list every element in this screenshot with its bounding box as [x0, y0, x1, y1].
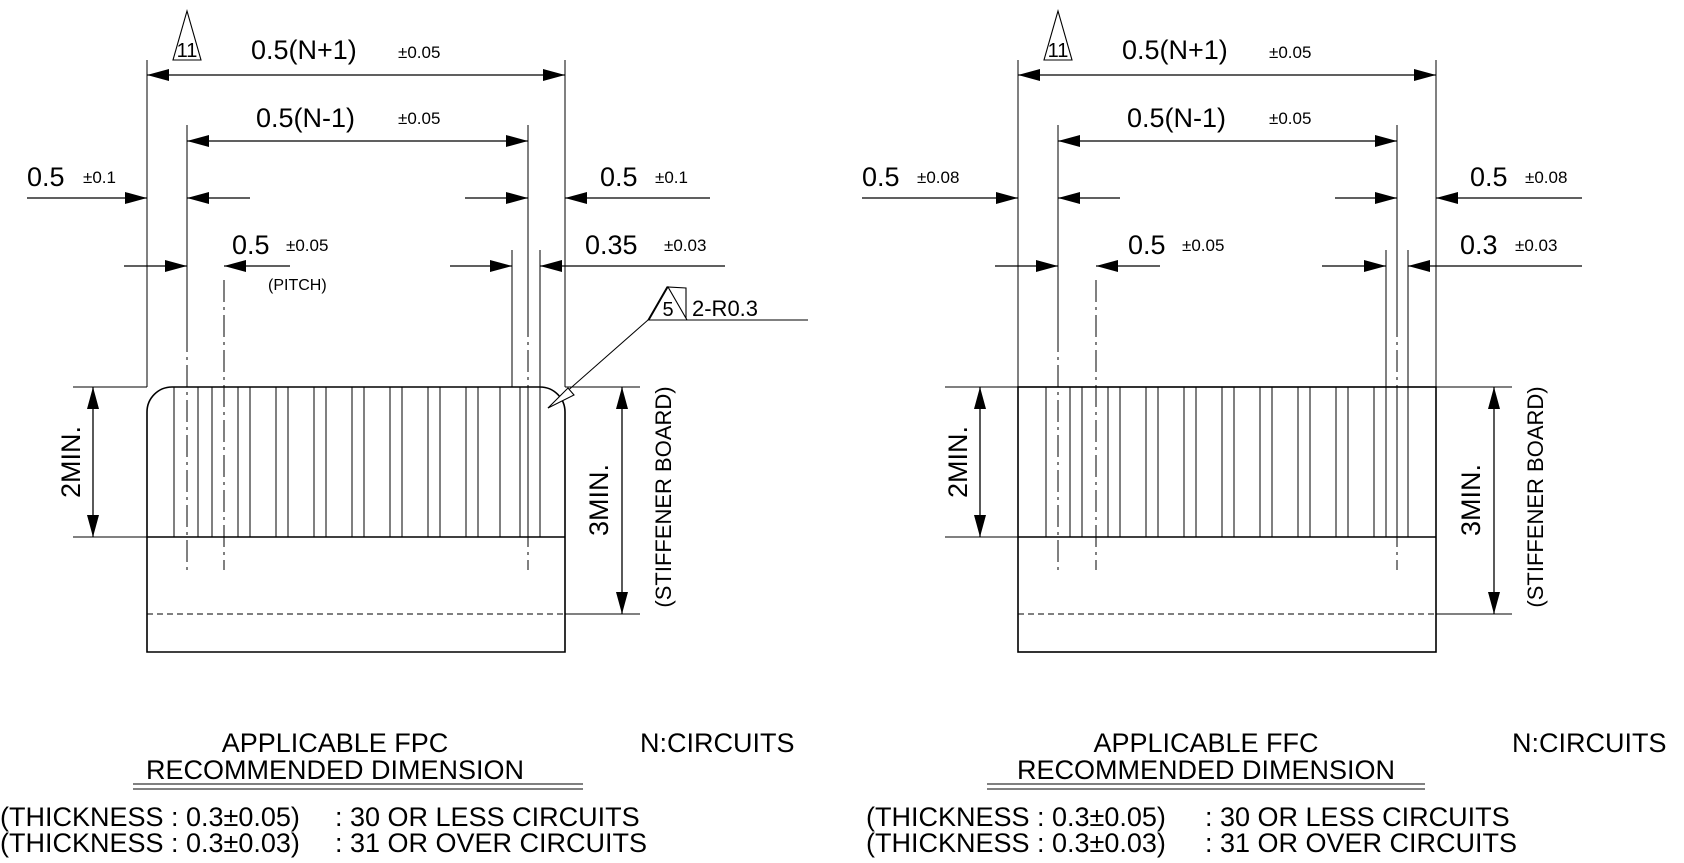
ffc-left-edge-dimension: 0.5 ±0.08	[862, 162, 1120, 204]
fpc-subtitle: RECOMMENDED DIMENSION	[146, 755, 524, 785]
fpc-board-length-dimension: 3MIN. (STIFFENER BOARD)	[584, 386, 676, 614]
min-contact-label: 2MIN.	[56, 426, 86, 498]
left-edge-value: 0.5	[862, 162, 900, 192]
note-5-label: 5	[662, 299, 673, 321]
fpc-range-1: : 30 OR LESS CIRCUITS	[335, 802, 640, 832]
fpc-thickness-2: (THICKNESS : 0.3±0.03)	[0, 828, 300, 858]
pitch-value: 0.5	[232, 230, 270, 260]
note-11-label: 11	[177, 40, 198, 62]
min-contact-label: 2MIN.	[943, 426, 973, 498]
overall-dimension-value: 0.5(N+1)	[251, 35, 357, 65]
right-edge-tolerance: ±0.08	[1525, 168, 1567, 187]
radius-value: 2-R0.3	[692, 296, 758, 321]
inner-dimension-tolerance: ±0.05	[398, 109, 440, 128]
inner-dimension-value: 0.5(N-1)	[256, 103, 355, 133]
ffc-centerlines	[1057, 280, 1398, 570]
ffc-contact-lines	[1045, 387, 1409, 537]
left-edge-tolerance: ±0.08	[917, 168, 959, 187]
overall-dimension-tolerance: ±0.05	[1269, 43, 1311, 62]
ffc-lead-dimension: 0.3 ±0.03	[1322, 230, 1582, 272]
right-edge-value: 0.5	[1470, 162, 1508, 192]
min-board-label: 3MIN.	[584, 464, 614, 536]
stiffener-board-label: (STIFFENER BOARD)	[1523, 386, 1548, 607]
fpc-outline	[146, 386, 566, 653]
lead-value: 0.3	[1460, 230, 1498, 260]
right-edge-tolerance: ±0.1	[655, 168, 688, 187]
fpc-contact-length-dimension: 2MIN.	[56, 387, 99, 537]
ffc-right-edge-dimension: 0.5 ±0.08	[1335, 162, 1582, 204]
ffc-outline	[1017, 386, 1437, 653]
lead-tolerance: ±0.03	[1515, 236, 1557, 255]
pitch-label: (PITCH)	[268, 277, 327, 294]
ffc-overall-dimension: 11 0.5(N+1) ±0.05	[1018, 8, 1436, 81]
fpc-extension-lines	[73, 60, 640, 615]
fpc-lead-dimension: 0.35 ±0.03	[450, 230, 725, 272]
ffc-subtitle: RECOMMENDED DIMENSION	[1017, 755, 1395, 785]
min-board-label: 3MIN.	[1456, 464, 1486, 536]
inner-dimension-value: 0.5(N-1)	[1127, 103, 1226, 133]
note-11-label: 11	[1048, 40, 1069, 62]
overall-dimension-tolerance: ±0.05	[398, 43, 440, 62]
fpc-inner-dimension: 0.5(N-1) ±0.05	[187, 103, 528, 147]
lead-value: 0.35	[585, 230, 638, 260]
ffc-range-1: : 30 OR LESS CIRCUITS	[1205, 802, 1510, 832]
right-edge-value: 0.5	[600, 162, 638, 192]
fpc-title: APPLICABLE FPC	[222, 728, 449, 758]
fpc-left-edge-dimension: 0.5 ±0.1	[27, 162, 250, 204]
fpc-right-edge-dimension: 0.5 ±0.1	[465, 162, 710, 204]
lead-tolerance: ±0.03	[664, 236, 706, 255]
ffc-circuits-note: N:CIRCUITS	[1512, 728, 1667, 758]
fpc-range-2: : 31 OR OVER CIRCUITS	[335, 828, 647, 858]
ffc-inner-dimension: 0.5(N-1) ±0.05	[1058, 103, 1397, 147]
fpc-view: 11 0.5(N+1) ±0.05 0.5(N-1) ±0.05 0.5 ±0.…	[0, 8, 808, 858]
fpc-notes: APPLICABLE FPC RECOMMENDED DIMENSION N:C…	[0, 728, 795, 858]
ffc-view: 11 0.5(N+1) ±0.05 0.5(N-1) ±0.05 0.5 ±0.…	[862, 8, 1667, 858]
left-edge-value: 0.5	[27, 162, 65, 192]
fpc-pitch-dimension: 0.5 ±0.05 (PITCH)	[124, 230, 328, 294]
ffc-board-length-dimension: 3MIN. (STIFFENER BOARD)	[1456, 386, 1548, 614]
pitch-value: 0.5	[1128, 230, 1166, 260]
inner-dimension-tolerance: ±0.05	[1269, 109, 1311, 128]
ffc-thickness-1: (THICKNESS : 0.3±0.05)	[866, 802, 1166, 832]
fpc-contact-lines	[173, 387, 541, 537]
ffc-extension-lines	[945, 60, 1512, 615]
fpc-radius-callout: 5 2-R0.3	[547, 285, 808, 409]
ffc-thickness-2: (THICKNESS : 0.3±0.03)	[866, 828, 1166, 858]
left-edge-tolerance: ±0.1	[83, 168, 116, 187]
ffc-notes: APPLICABLE FFC RECOMMENDED DIMENSION N:C…	[866, 728, 1667, 858]
ffc-title: APPLICABLE FFC	[1093, 728, 1318, 758]
fpc-overall-dimension: 11 0.5(N+1) ±0.05	[147, 8, 565, 81]
ffc-range-2: : 31 OR OVER CIRCUITS	[1205, 828, 1517, 858]
fpc-circuits-note: N:CIRCUITS	[640, 728, 795, 758]
fpc-thickness-1: (THICKNESS : 0.3±0.05)	[0, 802, 300, 832]
overall-dimension-value: 0.5(N+1)	[1122, 35, 1228, 65]
stiffener-board-label: (STIFFENER BOARD)	[651, 386, 676, 607]
ffc-contact-length-dimension: 2MIN.	[943, 387, 986, 537]
pitch-tolerance: ±0.05	[1182, 236, 1224, 255]
pitch-tolerance: ±0.05	[286, 236, 328, 255]
ffc-pitch-dimension: 0.5 ±0.05	[995, 230, 1224, 272]
